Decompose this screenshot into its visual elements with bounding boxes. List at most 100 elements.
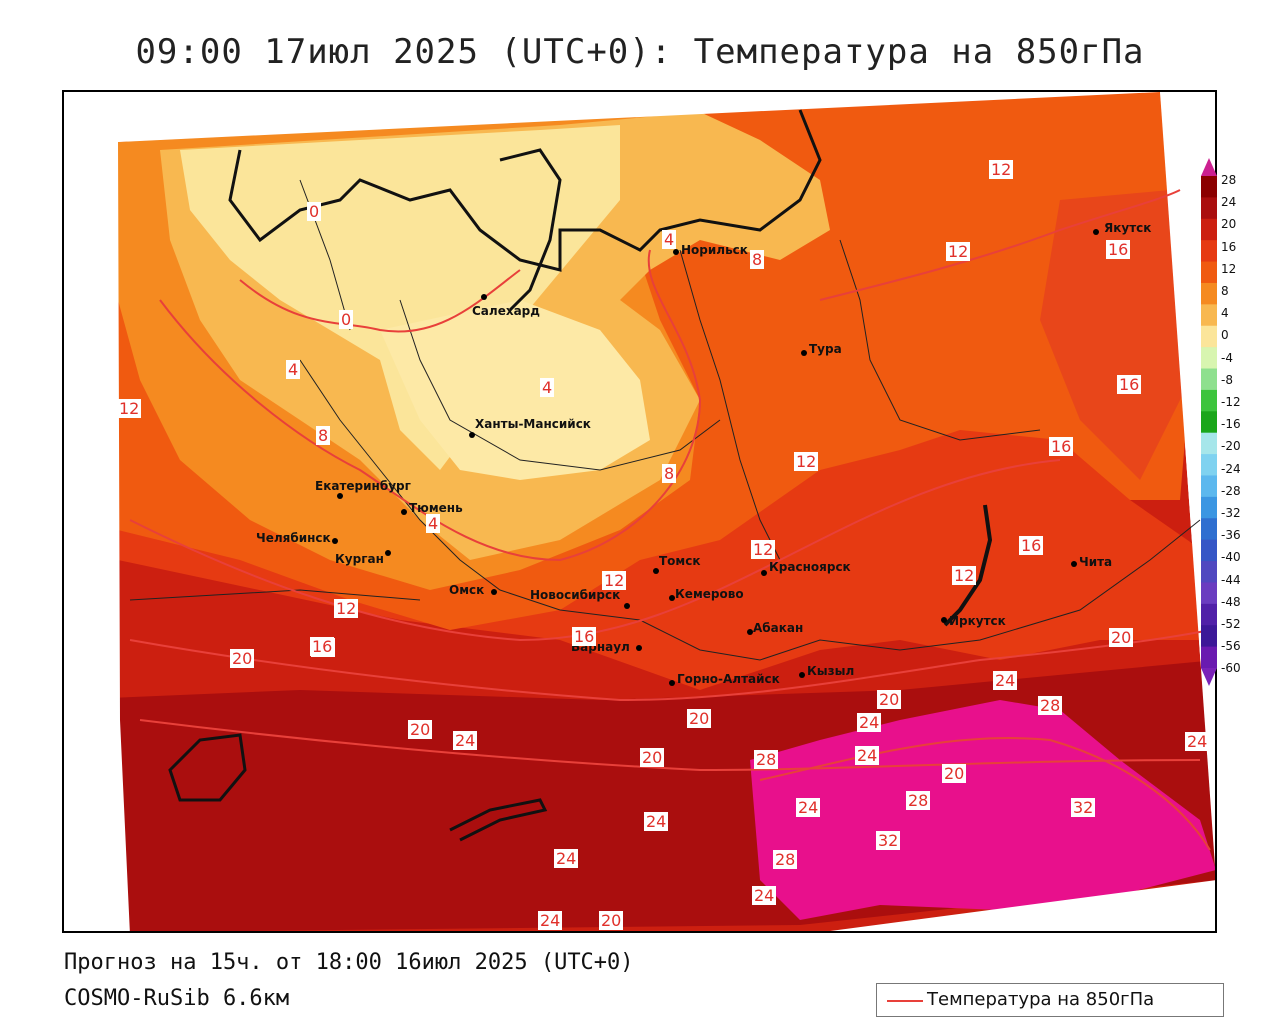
isotherm-label: 32	[876, 831, 901, 850]
scale-tick-label: 8	[1221, 284, 1229, 298]
forecast-info: Прогноз на 15ч. от 18:00 16июл 2025 (UTC…	[64, 950, 634, 975]
isotherm-label: 12	[751, 540, 776, 559]
isotherm-label: 24	[855, 746, 880, 765]
city-dot-novosibirsk	[624, 603, 630, 609]
city-dot-tomsk	[653, 568, 659, 574]
scale-tick-label: -12	[1221, 395, 1241, 409]
isotherm-label: 28	[754, 750, 779, 769]
scale-cell	[1201, 304, 1217, 327]
scale-tick-label: -40	[1221, 550, 1241, 565]
scale-cell	[1201, 646, 1217, 669]
scale-cell	[1201, 368, 1217, 391]
scale-tick-label: 12	[1221, 261, 1237, 276]
caspian-sea	[168, 733, 247, 802]
legend: Температура на 850гПа	[876, 983, 1224, 1017]
scale-arrow-bottom	[1201, 668, 1217, 686]
isotherm-label: 12	[794, 452, 819, 471]
scale-tick-label: -60	[1221, 661, 1241, 676]
scale-tick-label: 0	[1221, 328, 1229, 343]
scale-tick-label: -52	[1221, 617, 1241, 631]
isotherm-label: 8	[662, 464, 677, 483]
scale-tick-label: 16	[1221, 239, 1237, 254]
isotherm-label: 20	[408, 720, 433, 739]
isotherm-label: 28	[1038, 696, 1063, 715]
scale-cell	[1201, 411, 1217, 434]
isotherms	[129, 189, 1211, 851]
scale-tick-label: -16	[1221, 417, 1241, 432]
scale-cell	[1201, 496, 1217, 519]
scale-cell	[1201, 218, 1217, 241]
scale-cell	[1201, 625, 1217, 648]
city-label-yakutsk: Якутск	[1104, 221, 1152, 235]
scale-cell	[1201, 197, 1217, 220]
isotherm-label: 12	[989, 160, 1014, 179]
city-label-gorno-altaysk: Горно-Алтайск	[677, 672, 780, 686]
scale-arrow-top	[1201, 158, 1217, 176]
map-title: 09:00 17июл 2025 (UTC+0): Температура на…	[135, 32, 1145, 72]
scale-tick-label: -36	[1221, 528, 1241, 543]
zone-16-east	[1040, 190, 1190, 480]
city-label-salekhard: Салехард	[472, 304, 540, 318]
balkhash-lake	[449, 798, 548, 842]
city-label-norilsk: Норильск	[681, 243, 748, 257]
isotherm-label: 4	[540, 378, 555, 397]
isotherm-label: 20	[942, 764, 967, 783]
city-label-omsk: Омск	[449, 583, 485, 597]
scale-cell	[1201, 282, 1217, 305]
outside-se	[830, 880, 1215, 931]
city-label-kurgan: Курган	[335, 552, 384, 566]
legend-line-sample	[887, 1000, 923, 1002]
city-label-yekaterinburg: Екатеринбург	[315, 479, 411, 493]
map-area[interactable]: Якутск Норильск Салехард Тура Ханты-Манс…	[62, 90, 1217, 933]
zone-0	[180, 125, 620, 470]
city-label-kyzyl: Кызыл	[807, 664, 855, 678]
isotherm-label: 20	[877, 690, 902, 709]
city-dot-chelyabinsk	[332, 538, 338, 544]
city-label-irkutsk: Иркутск	[949, 614, 1006, 628]
scale-cell	[1201, 261, 1217, 284]
baikal-lake	[943, 504, 993, 627]
isotherm-label: 24	[857, 713, 882, 732]
region-borders	[129, 179, 1201, 661]
city-label-kemerovo: Кемерово	[675, 587, 744, 601]
isotherm-label: 0	[307, 202, 322, 221]
isotherm-label: 12	[946, 242, 971, 261]
scale-tick-label: -20	[1221, 439, 1241, 454]
scale-tick-label: -44	[1221, 572, 1241, 587]
scale-cell	[1201, 240, 1217, 263]
zone-0b	[380, 300, 650, 480]
isotherm-label: 0	[339, 310, 354, 329]
scale-cell	[1201, 561, 1217, 583]
city-dot-norilsk	[673, 249, 679, 255]
isotherm-label: 4	[286, 360, 301, 379]
isotherm-label: 8	[316, 426, 331, 445]
city-dot-omsk	[491, 589, 497, 595]
city-dot-yekaterinburg	[337, 493, 343, 499]
city-label-chelyabinsk: Челябинск	[256, 531, 331, 545]
city-dot-chita	[1071, 561, 1077, 567]
temperature-field	[64, 92, 1215, 931]
isotherm-label: 24	[453, 731, 478, 750]
city-label-chita: Чита	[1079, 555, 1113, 569]
scale-cell	[1201, 454, 1217, 476]
isotherm-label: 20	[640, 748, 665, 767]
yamal-coast	[499, 148, 562, 312]
scale-tick-label: 28	[1221, 173, 1237, 187]
city-dot-kyzyl	[799, 672, 805, 678]
scale-tick-label: -4	[1221, 350, 1233, 365]
city-dot-barnaul	[636, 645, 642, 651]
city-dot-khanty-mansiysk	[469, 432, 475, 438]
isotherm-label: 4	[426, 514, 441, 533]
isotherm-label: 24	[752, 886, 777, 905]
isotherm-label: 20	[1109, 628, 1134, 647]
city-label-tyumen: Тюмень	[409, 501, 463, 515]
isotherm-label: 12	[334, 599, 359, 618]
color-scale-bar	[1201, 158, 1217, 686]
scale-cell	[1201, 176, 1217, 198]
isotherm-label: 24	[796, 798, 821, 817]
isotherm-label: 12	[117, 399, 142, 418]
scale-cell	[1201, 347, 1217, 370]
isotherm-label: 24	[993, 671, 1018, 690]
scale-cell	[1201, 432, 1217, 455]
city-dot-irkutsk	[941, 617, 947, 623]
